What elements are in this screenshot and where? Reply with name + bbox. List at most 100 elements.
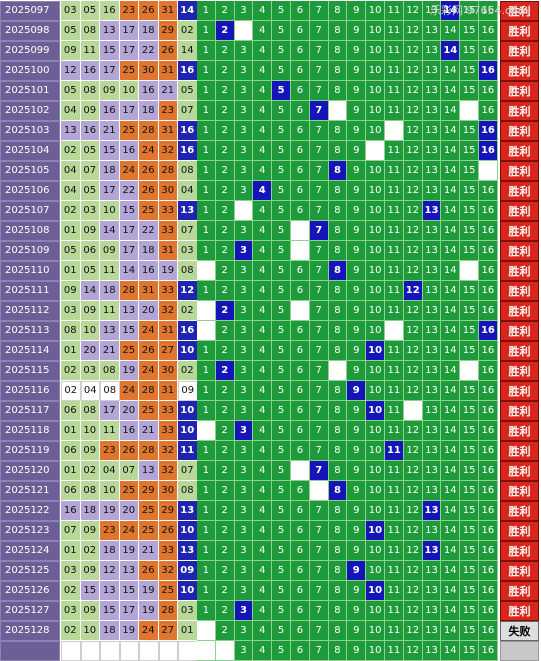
position-cell: 12 — [403, 541, 423, 561]
position-cell: 11 — [385, 541, 404, 561]
red-ball-number: 05 — [80, 1, 100, 21]
position-cell: 5 — [272, 221, 291, 241]
red-ball-number: 15 — [80, 581, 100, 601]
position-cell: 3 — [234, 301, 254, 321]
position-cell: 14 — [441, 321, 461, 341]
red-ball-number: 33 — [158, 401, 178, 421]
position-cell: 8 — [328, 1, 348, 21]
position-cell: 13 — [422, 401, 442, 421]
hit-marker: 12 — [403, 281, 423, 301]
position-cell: 6 — [291, 401, 310, 421]
result-badge: 胜利 — [500, 601, 539, 621]
position-cell: 4 — [253, 161, 273, 181]
red-ball-number: 08 — [80, 81, 100, 101]
result-badge: 胜利 — [500, 81, 539, 101]
position-cell: 4 — [253, 621, 273, 641]
red-ball-number: 01 — [61, 261, 81, 281]
position-cell: 4 — [253, 121, 273, 141]
position-cell: 7 — [309, 341, 329, 361]
red-ball-number: 09 — [61, 41, 81, 61]
position-cell: 3 — [234, 621, 254, 641]
position-cell: 2 — [215, 381, 235, 401]
red-ball-number: 10 — [100, 481, 120, 501]
red-ball-number: 33 — [158, 221, 178, 241]
position-cell: 8 — [328, 521, 348, 541]
position-cell: 13 — [422, 241, 442, 261]
position-cell: 11 — [385, 341, 404, 361]
position-cell: 15 — [460, 421, 479, 441]
hit-marker: 7 — [309, 461, 329, 481]
result-badge: 胜利 — [500, 381, 539, 401]
position-cell: 1 — [197, 401, 216, 421]
position-cell: 1 — [197, 381, 216, 401]
position-cell: 9 — [347, 61, 367, 81]
red-ball-number: 26 — [139, 341, 159, 361]
position-cell: 4 — [253, 561, 273, 581]
position-cell: 7 — [309, 201, 329, 221]
position-cell: 10 — [366, 501, 385, 521]
red-ball-number: 31 — [158, 241, 178, 261]
red-ball-number: 33 — [158, 281, 178, 301]
position-cell: 5 — [272, 381, 291, 401]
position-cell: 11 — [385, 181, 404, 201]
position-cell: 5 — [272, 341, 291, 361]
period-label: 2025103 — [0, 121, 60, 141]
position-cell: 9 — [347, 241, 367, 261]
red-ball-number: 14 — [80, 281, 100, 301]
position-cell: 12 — [403, 481, 423, 501]
result-badge: 胜利 — [500, 241, 539, 261]
position-cell: 1 — [197, 541, 216, 561]
result-badge: 胜利 — [500, 201, 539, 221]
red-ball-number: 09 — [100, 241, 120, 261]
red-ball-number: 03 — [80, 201, 100, 221]
position-cell: 9 — [347, 281, 367, 301]
period-label: 2025108 — [0, 221, 60, 241]
position-cell: 10 — [366, 1, 385, 21]
position-cell: 5 — [272, 581, 291, 601]
position-cell: 9 — [347, 21, 367, 41]
position-cell: 6 — [291, 121, 310, 141]
position-cell: 4 — [253, 141, 273, 161]
position-cell: 9 — [347, 181, 367, 201]
position-cell: 12 — [403, 521, 423, 541]
blue-ball-number: 03 — [178, 601, 198, 621]
position-cell: 14 — [441, 361, 461, 381]
position-cell: 9 — [347, 601, 367, 621]
position-cell: 9 — [347, 501, 367, 521]
position-cell: 5 — [272, 41, 291, 61]
red-ball-number: 04 — [80, 381, 100, 401]
red-ball-number: 22 — [139, 221, 159, 241]
position-cell: 6 — [291, 341, 310, 361]
position-cell: 3 — [234, 41, 254, 61]
position-cell: 13 — [422, 521, 442, 541]
position-cell: 13 — [422, 361, 442, 381]
hit-marker: 10 — [366, 581, 385, 601]
position-cell: 7 — [309, 181, 329, 201]
position-cell: 10 — [366, 161, 385, 181]
position-cell: 11 — [385, 581, 404, 601]
position-cell: 13 — [422, 1, 442, 21]
position-cell: 11 — [385, 621, 404, 641]
blue-ball-number: 10 — [178, 581, 198, 601]
result-badge: 胜利 — [500, 181, 539, 201]
position-cell: 5 — [272, 461, 291, 481]
position-cell: 12 — [403, 301, 423, 321]
position-cell: 8 — [328, 41, 348, 61]
position-cell: 12 — [403, 621, 423, 641]
red-ball-number: 13 — [119, 301, 139, 321]
position-cell: 11 — [385, 281, 404, 301]
position-cell: 9 — [347, 361, 367, 381]
position-cell: 3 — [234, 361, 254, 381]
position-cell: 11 — [385, 401, 404, 421]
position-cell: 9 — [347, 461, 367, 481]
position-cell: 10 — [366, 641, 385, 661]
red-ball-number: 32 — [158, 141, 178, 161]
position-cell: 7 — [309, 381, 329, 401]
red-ball-number: 24 — [139, 621, 159, 641]
position-cell: 10 — [366, 261, 385, 281]
red-ball-number: 13 — [61, 121, 81, 141]
position-cell: 7 — [309, 281, 329, 301]
red-ball-number: 17 — [100, 181, 120, 201]
position-cell: 7 — [309, 421, 329, 441]
position-cell: 11 — [385, 141, 404, 161]
